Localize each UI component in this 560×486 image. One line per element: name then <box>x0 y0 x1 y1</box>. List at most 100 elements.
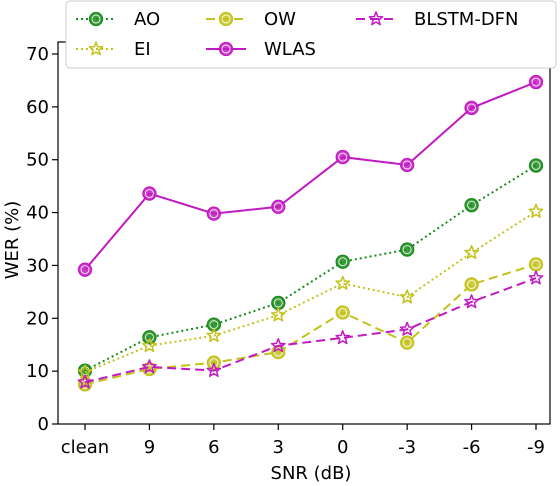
data-point <box>464 244 479 260</box>
legend-entry: AO <box>76 9 160 30</box>
y-tick-label: 20 <box>26 308 49 329</box>
data-point <box>464 277 479 292</box>
legend-marker <box>368 11 384 26</box>
y-tick-label: 50 <box>26 150 49 171</box>
data-point <box>206 327 222 343</box>
series-line <box>84 210 537 374</box>
data-point <box>271 344 286 360</box>
data-point <box>335 254 350 269</box>
data-point-ring <box>144 364 154 374</box>
x-tick-label: clean <box>61 437 109 458</box>
data-point <box>206 362 222 378</box>
data-point-ring <box>531 259 541 269</box>
data-point-ring <box>402 245 412 255</box>
data-point <box>399 242 415 257</box>
y-tick-label: 0 <box>38 414 49 435</box>
legend-marker <box>218 11 234 27</box>
data-point <box>528 270 544 285</box>
y-tick-label: 40 <box>26 203 49 224</box>
y-axis-title: WER (%) <box>2 201 23 280</box>
data-point-ring <box>531 161 541 170</box>
plot-frame <box>57 41 551 425</box>
legend-marker-ring <box>91 14 101 24</box>
data-point-ring <box>467 103 477 113</box>
data-point <box>335 305 350 320</box>
data-point-ring <box>467 280 477 289</box>
data-point <box>399 321 415 336</box>
data-point <box>528 74 544 90</box>
series-line <box>84 81 537 271</box>
legend-entry: WLAS <box>206 39 316 60</box>
data-point <box>206 317 222 332</box>
data-point <box>399 157 415 173</box>
x-tick-label: 3 <box>273 437 284 458</box>
data-point-ring <box>402 338 412 348</box>
data-point-ring <box>531 77 541 87</box>
data-point <box>464 198 479 213</box>
legend-label: WLAS <box>264 39 316 60</box>
legend-label: EI <box>134 39 151 60</box>
series-blstm-dfn <box>77 270 544 389</box>
x-tick-label: -9 <box>527 437 545 458</box>
series-wlas <box>77 74 544 277</box>
data-point-ring <box>338 308 348 317</box>
legend-label: AO <box>134 9 160 30</box>
data-point <box>142 330 157 345</box>
data-point <box>528 158 544 173</box>
data-point <box>77 374 93 389</box>
data-point <box>77 262 93 277</box>
data-point-ring <box>467 200 477 210</box>
x-tick-label: -6 <box>463 437 481 458</box>
x-axis-title: SNR (dB) <box>271 463 352 484</box>
data-point <box>335 149 350 165</box>
data-point <box>270 307 286 322</box>
data-point-ring <box>144 332 154 342</box>
data-point <box>335 330 351 345</box>
data-point-ring <box>338 152 348 162</box>
data-point <box>206 355 222 370</box>
legend-label: BLSTM-DFN <box>414 9 519 30</box>
y-tick-label: 10 <box>26 361 49 382</box>
data-point-ring <box>80 379 90 389</box>
x-tick-label: 9 <box>144 437 155 458</box>
legend-marker <box>88 41 104 56</box>
data-point-ring <box>402 160 412 170</box>
legend-marker <box>218 41 234 57</box>
x-tick-label: -3 <box>398 437 416 458</box>
legend-marker-ring <box>221 44 231 54</box>
legend-marker-ring <box>221 14 231 24</box>
data-point-ring <box>338 257 348 267</box>
data-point <box>528 203 544 218</box>
data-point <box>399 289 415 304</box>
data-point <box>142 359 157 374</box>
legend-entry: BLSTM-DFN <box>356 9 519 30</box>
series-line <box>84 277 537 384</box>
data-point-ring <box>209 209 219 219</box>
data-point-ring <box>273 202 283 212</box>
x-tick-label: 0 <box>337 437 348 458</box>
data-point <box>464 294 479 309</box>
y-tick-label: 30 <box>26 255 49 276</box>
series-ei <box>77 203 544 379</box>
y-tick-label: 70 <box>26 44 49 65</box>
data-point-ring <box>144 189 154 198</box>
legend-entry: EI <box>76 39 151 60</box>
data-point-ring <box>273 298 283 308</box>
data-point-ring <box>80 265 90 275</box>
data-point <box>142 186 157 201</box>
data-point <box>335 275 351 290</box>
data-point <box>528 257 544 272</box>
data-point <box>142 338 157 353</box>
data-point <box>271 199 286 214</box>
data-point-ring <box>209 358 219 368</box>
legend-marker <box>88 11 104 27</box>
data-point <box>399 335 415 350</box>
data-point <box>464 100 479 116</box>
data-point <box>270 338 286 353</box>
legend-entry: OW <box>206 9 296 30</box>
x-tick-label: 6 <box>208 437 219 458</box>
data-point <box>206 206 222 221</box>
y-tick-label: 60 <box>26 97 49 118</box>
